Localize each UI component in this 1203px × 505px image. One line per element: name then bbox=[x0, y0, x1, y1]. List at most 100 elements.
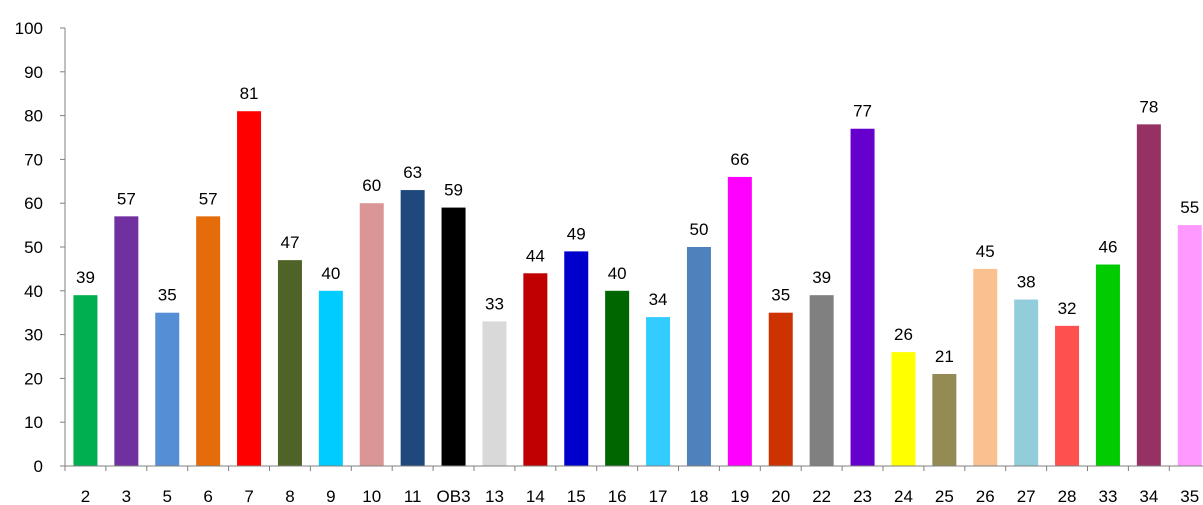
bar bbox=[114, 216, 139, 466]
data-label: 32 bbox=[1058, 299, 1077, 318]
bar bbox=[973, 268, 998, 466]
x-tick-label: 14 bbox=[526, 487, 545, 505]
x-tick-label: 24 bbox=[894, 487, 913, 505]
data-label: 45 bbox=[976, 242, 995, 261]
x-tick-label: 20 bbox=[771, 487, 790, 505]
x-tick-label: 19 bbox=[730, 487, 749, 505]
data-label: 40 bbox=[608, 264, 627, 283]
x-tick-label: 10 bbox=[362, 487, 381, 505]
x-tick-label: 18 bbox=[689, 487, 708, 505]
bar bbox=[155, 312, 180, 466]
x-tick-label: 35 bbox=[1180, 487, 1199, 505]
bar bbox=[318, 290, 343, 466]
data-label: 39 bbox=[812, 268, 831, 287]
y-tick-label: 10 bbox=[24, 413, 43, 432]
data-label: 40 bbox=[321, 264, 340, 283]
x-tick-label: 26 bbox=[976, 487, 995, 505]
data-label: 35 bbox=[158, 286, 177, 305]
x-tick-label: 5 bbox=[163, 487, 172, 505]
x-tick-label: 23 bbox=[853, 487, 872, 505]
data-label: 77 bbox=[853, 102, 872, 121]
data-label: 57 bbox=[199, 189, 218, 208]
bar bbox=[73, 295, 98, 466]
bar bbox=[686, 247, 711, 466]
data-label: 46 bbox=[1098, 238, 1117, 257]
bar bbox=[441, 207, 466, 466]
data-label: 59 bbox=[444, 181, 463, 200]
x-tick-label: 16 bbox=[608, 487, 627, 505]
y-tick-label: 30 bbox=[24, 326, 43, 345]
bar bbox=[1055, 325, 1080, 466]
bar bbox=[850, 128, 875, 467]
y-tick-label: 60 bbox=[24, 194, 43, 213]
x-tick-label: 13 bbox=[485, 487, 504, 505]
bar bbox=[400, 190, 425, 466]
data-label: 39 bbox=[76, 268, 95, 287]
data-label: 47 bbox=[280, 233, 299, 252]
x-tick-label: 17 bbox=[649, 487, 668, 505]
x-tick-label: 9 bbox=[326, 487, 335, 505]
x-axis-ticks: 2 3 5 6 7 8 9 10 11 OB3 13 14 15 16 17 18 19 20 22 23 24 25 26… bbox=[64, 466, 1199, 505]
x-tick-label: 6 bbox=[203, 487, 212, 505]
bar bbox=[277, 260, 302, 466]
x-tick-label: 33 bbox=[1098, 487, 1117, 505]
x-tick-label: 2 bbox=[81, 487, 90, 505]
x-tick-label: 27 bbox=[1017, 487, 1036, 505]
bar bbox=[727, 176, 752, 467]
y-tick-label: 20 bbox=[24, 369, 43, 388]
bar bbox=[564, 251, 589, 466]
bar bbox=[809, 295, 834, 466]
data-label: 55 bbox=[1180, 198, 1199, 217]
x-tick-label: 3 bbox=[122, 487, 131, 505]
data-label: 35 bbox=[771, 286, 790, 305]
x-tick-label: 28 bbox=[1058, 487, 1077, 505]
bar bbox=[646, 317, 671, 466]
bar bbox=[1014, 299, 1039, 466]
data-label: 38 bbox=[1017, 273, 1036, 292]
y-tick-label: 70 bbox=[24, 150, 43, 169]
data-label: 26 bbox=[894, 325, 913, 344]
bar bbox=[482, 321, 507, 466]
data-label: 44 bbox=[526, 246, 545, 265]
data-label: 50 bbox=[689, 220, 708, 239]
data-label: 78 bbox=[1139, 97, 1158, 116]
x-tick-label: 25 bbox=[935, 487, 954, 505]
bar bbox=[605, 290, 630, 466]
x-tick-label: OB3 bbox=[437, 487, 471, 505]
bar bbox=[237, 111, 262, 466]
bar bbox=[1095, 264, 1120, 466]
x-tick-label: 22 bbox=[812, 487, 831, 505]
y-axis-ticks: 0 10 20 30 40 50 60 70 80 90 100 bbox=[15, 19, 65, 476]
y-tick-label: 100 bbox=[15, 19, 43, 38]
data-label: 81 bbox=[240, 84, 259, 103]
bar bbox=[1177, 225, 1202, 466]
data-label: 49 bbox=[567, 224, 586, 243]
x-tick-label: 8 bbox=[285, 487, 294, 505]
data-label: 60 bbox=[362, 176, 381, 195]
data-label: 63 bbox=[403, 163, 422, 182]
data-label: 21 bbox=[935, 347, 954, 366]
bar bbox=[891, 352, 916, 466]
x-tick-label: 7 bbox=[244, 487, 253, 505]
bar bbox=[932, 374, 957, 466]
x-tick-label: 15 bbox=[567, 487, 586, 505]
y-tick-label: 90 bbox=[24, 63, 43, 82]
x-tick-label: 34 bbox=[1139, 487, 1158, 505]
bar bbox=[523, 273, 548, 466]
y-tick-label: 0 bbox=[34, 457, 43, 476]
x-tick-label: 11 bbox=[404, 487, 422, 505]
bar bbox=[359, 203, 384, 466]
bar bbox=[768, 312, 793, 466]
data-label: 33 bbox=[485, 294, 504, 313]
y-tick-label: 40 bbox=[24, 282, 43, 301]
bar bbox=[196, 216, 221, 466]
bar bbox=[1136, 124, 1161, 467]
data-label: 34 bbox=[649, 290, 668, 309]
data-label: 57 bbox=[117, 189, 136, 208]
y-tick-label: 80 bbox=[24, 107, 43, 126]
data-label: 66 bbox=[730, 150, 749, 169]
data-labels: 39 57 35 57 81 47 40 60 63 59 33 44 49 40 34 50 66 35 39 77… bbox=[76, 84, 1199, 366]
y-tick-label: 50 bbox=[24, 238, 43, 257]
bars bbox=[73, 111, 1202, 467]
